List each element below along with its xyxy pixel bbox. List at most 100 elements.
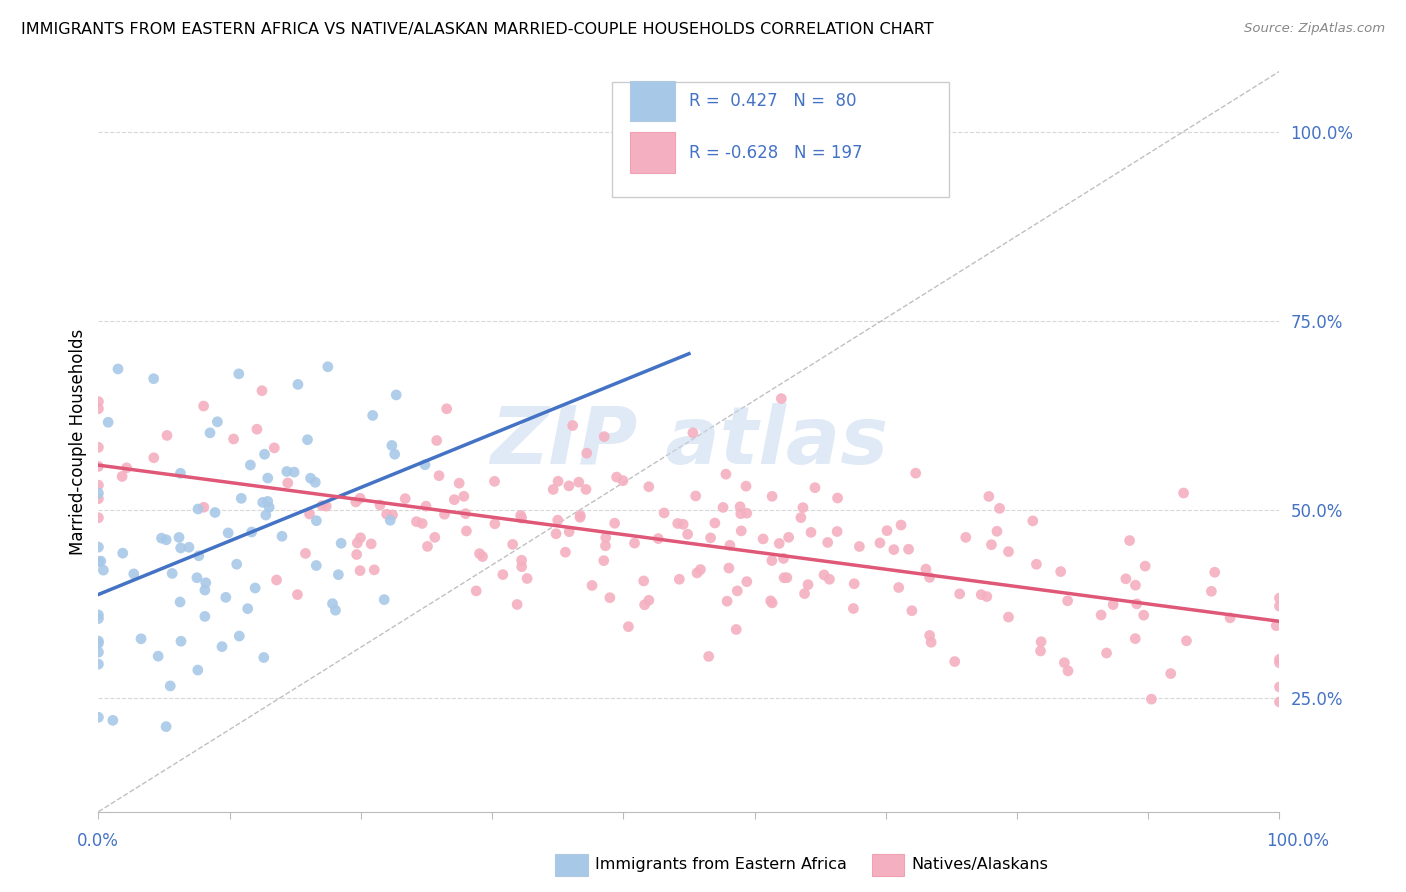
Point (725, 623, 748, 637)
Point (848, 540, 870, 554)
Point (93, 563, 115, 577)
Point (761, 553, 783, 567)
Point (752, 532, 775, 546)
Point (129, 632, 152, 646)
Point (315, 499, 337, 513)
Point (842, 601, 865, 615)
Point (325, 603, 347, 617)
Point (305, 514, 328, 528)
Point (87, 634, 110, 648)
Point (510, 553, 533, 567)
Point (800, 525, 823, 540)
Point (561, 418, 583, 433)
Point (735, 574, 758, 589)
Point (193, 399, 215, 413)
Point (194, 575, 217, 590)
Point (304, 475, 326, 490)
Text: R =  0.427   N =  80: R = 0.427 N = 80 (689, 92, 856, 110)
Point (156, 428, 179, 442)
Point (735, 506, 758, 520)
Point (612, 474, 634, 488)
Text: Source: ZipAtlas.com: Source: ZipAtlas.com (1244, 22, 1385, 36)
Point (187, 549, 209, 563)
Point (1268, 680, 1291, 694)
Point (344, 495, 367, 509)
Text: IMMIGRANTS FROM EASTERN AFRICA VS NATIVE/ALASKAN MARRIED-COUPLE HOUSEHOLDS CORRE: IMMIGRANTS FROM EASTERN AFRICA VS NATIVE… (21, 22, 934, 37)
Point (471, 549, 494, 564)
Point (1140, 692, 1163, 706)
Point (761, 489, 783, 503)
Point (187, 663, 209, 677)
Bar (630, 80, 675, 121)
Point (380, 513, 402, 527)
Point (890, 518, 912, 533)
Point (1204, 566, 1226, 580)
Point (1095, 646, 1118, 660)
Text: 0.0%: 0.0% (77, 831, 120, 849)
Point (699, 531, 721, 545)
Point (87, 555, 110, 569)
Point (368, 498, 391, 512)
Point (761, 596, 783, 610)
Point (250, 384, 273, 398)
Point (686, 566, 709, 580)
Point (943, 655, 966, 669)
Point (1173, 486, 1195, 500)
Point (883, 542, 905, 557)
Point (385, 388, 408, 402)
Point (759, 594, 782, 608)
Point (637, 480, 659, 494)
Point (360, 537, 382, 551)
Point (804, 481, 827, 495)
Point (773, 571, 796, 585)
Point (256, 494, 278, 508)
Point (547, 513, 569, 527)
Point (484, 475, 506, 489)
Point (904, 466, 927, 480)
Point (575, 446, 598, 460)
Point (231, 491, 253, 506)
Point (142, 450, 165, 465)
Point (970, 588, 993, 602)
Point (394, 491, 416, 506)
Text: Natives/Alaskans: Natives/Alaskans (911, 857, 1047, 871)
Point (411, 516, 433, 531)
Point (228, 367, 250, 381)
Point (1115, 572, 1137, 586)
Point (169, 595, 191, 609)
Point (297, 433, 319, 447)
Point (87, 510, 110, 524)
Point (484, 516, 506, 531)
Point (87, 459, 110, 474)
Point (1268, 591, 1291, 605)
Point (668, 572, 690, 586)
Point (1132, 608, 1154, 623)
Point (547, 475, 569, 489)
Point (770, 392, 793, 406)
Point (299, 471, 322, 485)
Point (797, 577, 820, 591)
Point (298, 507, 321, 521)
Point (1049, 565, 1071, 579)
Point (541, 483, 564, 497)
Point (87, 607, 110, 622)
Point (454, 507, 477, 521)
Point (1175, 633, 1198, 648)
Point (920, 635, 942, 649)
Point (194, 583, 217, 598)
Point (225, 558, 247, 572)
Point (193, 500, 215, 515)
Point (558, 524, 581, 539)
Point (433, 507, 456, 521)
Point (186, 571, 208, 585)
Point (869, 536, 891, 550)
Point (976, 590, 998, 604)
Point (1268, 695, 1291, 709)
Point (194, 609, 217, 624)
Point (423, 530, 446, 544)
Point (361, 409, 384, 423)
Point (373, 592, 395, 607)
Point (87, 645, 110, 659)
Point (381, 438, 404, 452)
Point (349, 531, 371, 545)
